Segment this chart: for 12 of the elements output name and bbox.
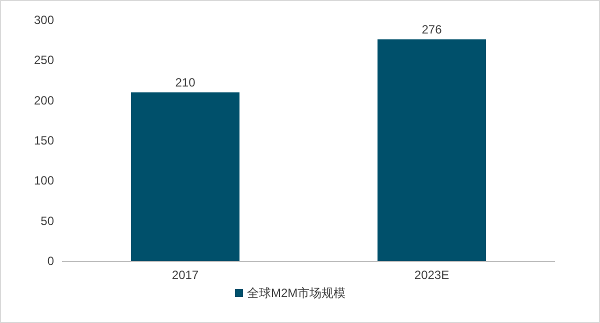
x-tick-label: 2017 <box>172 268 199 282</box>
y-tick-label: 250 <box>34 53 54 68</box>
data-label: 210 <box>175 75 196 90</box>
data-label: 276 <box>422 22 442 36</box>
y-tick-label: 200 <box>34 93 54 108</box>
x-tick-label: 2023E <box>414 268 450 282</box>
y-tick-label: 300 <box>34 13 54 27</box>
y-tick-label: 50 <box>40 214 54 228</box>
y-tick-label: 100 <box>34 174 54 188</box>
y-tick-label: 0 <box>47 254 54 268</box>
legend-label: 全球M2M市场规模 <box>247 286 346 300</box>
y-tick-label: 150 <box>34 134 54 148</box>
